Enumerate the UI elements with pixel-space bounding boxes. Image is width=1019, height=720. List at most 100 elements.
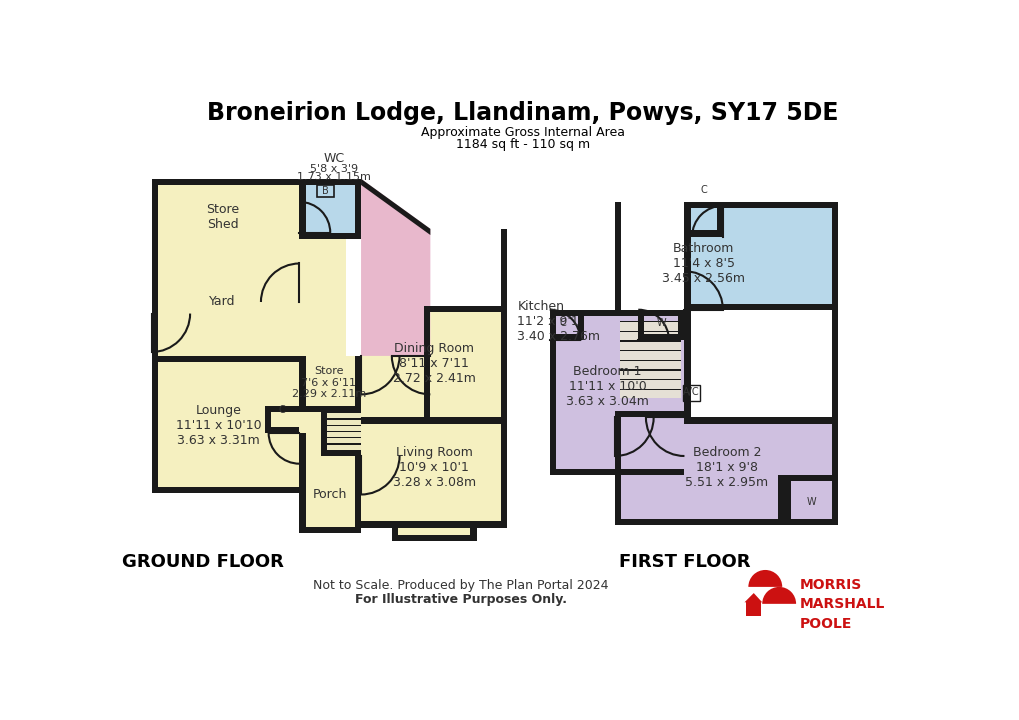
- Text: Broneirion Lodge, Llandinam, Powys, SY17 5DE: Broneirion Lodge, Llandinam, Powys, SY17…: [207, 102, 838, 125]
- Bar: [614, 418, 621, 526]
- Polygon shape: [361, 179, 430, 356]
- Bar: [620, 350, 681, 351]
- Bar: [614, 310, 684, 418]
- Bar: [300, 356, 361, 406]
- Bar: [361, 418, 506, 423]
- Bar: [684, 230, 722, 237]
- Polygon shape: [744, 593, 761, 603]
- Bar: [620, 341, 681, 350]
- Text: Porch: Porch: [313, 488, 347, 501]
- Bar: [265, 406, 300, 412]
- Bar: [321, 406, 361, 407]
- Bar: [549, 334, 584, 341]
- Text: FIRST FLOOR: FIRST FLOOR: [619, 553, 749, 571]
- Bar: [678, 310, 684, 341]
- Text: Yard: Yard: [209, 295, 235, 308]
- Bar: [549, 310, 684, 316]
- Bar: [321, 450, 361, 456]
- Bar: [321, 444, 361, 450]
- Bar: [620, 379, 681, 389]
- Text: Approximate Gross Internal Area: Approximate Gross Internal Area: [420, 126, 624, 139]
- Text: 1.73 x 1.15m: 1.73 x 1.15m: [297, 172, 371, 182]
- Bar: [300, 233, 361, 239]
- Bar: [684, 304, 838, 310]
- Bar: [784, 475, 838, 526]
- Bar: [265, 406, 300, 433]
- Bar: [620, 369, 681, 379]
- Bar: [355, 356, 361, 406]
- Bar: [391, 521, 397, 541]
- Text: W: W: [656, 318, 665, 328]
- Bar: [638, 310, 684, 341]
- Bar: [300, 179, 361, 185]
- Bar: [152, 356, 300, 487]
- Wedge shape: [748, 570, 782, 587]
- Bar: [684, 418, 838, 423]
- Bar: [300, 456, 306, 533]
- Bar: [321, 437, 361, 444]
- Bar: [321, 431, 361, 437]
- Bar: [620, 360, 681, 361]
- Bar: [784, 475, 790, 526]
- Bar: [620, 379, 681, 380]
- Bar: [321, 418, 361, 420]
- Bar: [355, 456, 361, 533]
- Bar: [638, 334, 684, 341]
- Text: Bathroom
11'4 x 8'5
3.45 x 2.56m: Bathroom 11'4 x 8'5 3.45 x 2.56m: [661, 242, 745, 285]
- Bar: [620, 389, 681, 390]
- Bar: [684, 202, 838, 208]
- Bar: [620, 341, 681, 342]
- Bar: [152, 179, 300, 185]
- Bar: [614, 418, 838, 526]
- Bar: [549, 469, 684, 475]
- Bar: [549, 310, 584, 341]
- Bar: [265, 406, 271, 433]
- Bar: [784, 475, 838, 526]
- Bar: [321, 413, 361, 418]
- Bar: [620, 331, 681, 332]
- Bar: [832, 202, 838, 310]
- Bar: [620, 389, 681, 398]
- Bar: [321, 437, 361, 438]
- Bar: [684, 310, 690, 418]
- Bar: [683, 385, 699, 400]
- Text: WC: WC: [323, 151, 344, 164]
- Bar: [784, 475, 838, 482]
- Bar: [832, 310, 838, 526]
- Text: Lounge
11'11 x 10'10
3.63 x 3.31m: Lounge 11'11 x 10'10 3.63 x 3.31m: [175, 404, 261, 446]
- Bar: [361, 521, 506, 528]
- Bar: [549, 310, 555, 475]
- Bar: [430, 306, 506, 312]
- Bar: [578, 310, 584, 341]
- Text: W: W: [806, 498, 815, 507]
- Bar: [470, 521, 476, 541]
- Bar: [391, 521, 476, 541]
- Text: 1184 sq ft - 110 sq m: 1184 sq ft - 110 sq m: [455, 138, 589, 151]
- Text: For Illustrative Purposes Only.: For Illustrative Purposes Only.: [355, 593, 567, 606]
- Bar: [614, 519, 838, 526]
- Bar: [745, 603, 761, 616]
- Bar: [321, 406, 361, 413]
- Bar: [321, 450, 361, 456]
- Bar: [300, 179, 306, 239]
- Bar: [152, 356, 306, 362]
- Bar: [300, 406, 361, 412]
- Bar: [424, 306, 430, 418]
- Bar: [321, 431, 361, 432]
- Text: Bedroom 1
11'11 x 10'0
3.63 x 3.04m: Bedroom 1 11'11 x 10'0 3.63 x 3.04m: [566, 365, 648, 408]
- Bar: [152, 179, 345, 356]
- Text: Not to Scale. Produced by The Plan Portal 2024: Not to Scale. Produced by The Plan Porta…: [313, 579, 608, 592]
- Bar: [152, 487, 306, 493]
- Bar: [614, 411, 684, 418]
- Bar: [777, 475, 784, 526]
- Bar: [614, 202, 621, 310]
- Text: B: B: [322, 186, 329, 196]
- Bar: [638, 310, 644, 341]
- Bar: [716, 202, 722, 237]
- Bar: [300, 356, 306, 406]
- Text: Bedroom 2
18'1 x 9'8
5.51 x 2.95m: Bedroom 2 18'1 x 9'8 5.51 x 2.95m: [685, 446, 767, 489]
- Bar: [549, 310, 684, 475]
- Bar: [300, 456, 361, 533]
- Bar: [265, 427, 300, 433]
- Text: Dining Room
8'11 x 7'11
2.72 x 2.41m: Dining Room 8'11 x 7'11 2.72 x 2.41m: [392, 342, 475, 385]
